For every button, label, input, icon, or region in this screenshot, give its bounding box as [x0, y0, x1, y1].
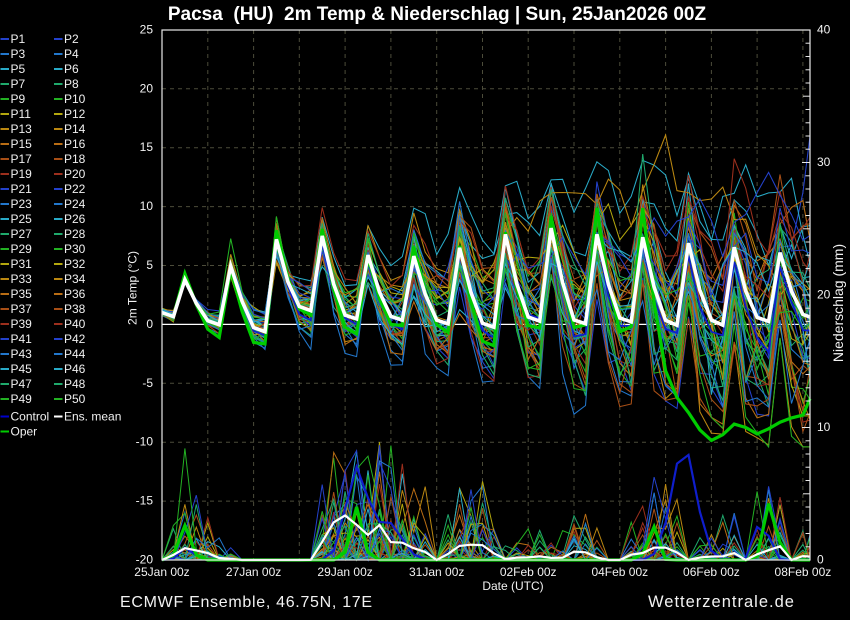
svg-text:P18: P18 — [64, 152, 86, 166]
svg-text:Ens. mean: Ens. mean — [64, 410, 121, 424]
svg-text:P3: P3 — [11, 47, 26, 61]
svg-text:P15: P15 — [11, 137, 33, 151]
svg-text:P19: P19 — [11, 167, 33, 181]
svg-text:P1: P1 — [11, 32, 26, 46]
svg-text:06Feb 00z: 06Feb 00z — [683, 565, 740, 579]
svg-text:0: 0 — [146, 317, 153, 331]
svg-text:P6: P6 — [64, 62, 79, 76]
svg-text:P48: P48 — [64, 377, 86, 391]
svg-text:P33: P33 — [11, 272, 33, 286]
svg-text:5: 5 — [146, 258, 153, 272]
svg-text:P35: P35 — [11, 287, 33, 301]
svg-text:P22: P22 — [64, 182, 86, 196]
svg-text:30: 30 — [817, 155, 831, 169]
svg-text:27Jan 00z: 27Jan 00z — [226, 565, 281, 579]
svg-text:P21: P21 — [11, 182, 33, 196]
svg-text:P24: P24 — [64, 197, 86, 211]
svg-text:0: 0 — [817, 553, 824, 567]
svg-text:20: 20 — [140, 81, 154, 95]
svg-text:P13: P13 — [11, 122, 33, 136]
svg-text:31Jan 00z: 31Jan 00z — [409, 565, 464, 579]
svg-text:20: 20 — [817, 288, 831, 302]
svg-text:P25: P25 — [11, 212, 33, 226]
svg-text:P23: P23 — [11, 197, 33, 211]
svg-text:15: 15 — [140, 140, 154, 154]
svg-text:P4: P4 — [64, 47, 79, 61]
svg-text:P14: P14 — [64, 122, 86, 136]
svg-text:P39: P39 — [11, 317, 33, 331]
svg-text:-20: -20 — [136, 553, 154, 567]
svg-text:P9: P9 — [11, 92, 26, 106]
svg-text:P11: P11 — [11, 107, 32, 121]
svg-text:P10: P10 — [64, 92, 86, 106]
svg-text:08Feb 00z: 08Feb 00z — [775, 565, 832, 579]
svg-text:P46: P46 — [64, 362, 86, 376]
svg-text:P29: P29 — [11, 242, 33, 256]
svg-text:P37: P37 — [11, 302, 33, 316]
svg-text:Pacsa (HU) 2m Temp & Nieders: Pacsa (HU) 2m Temp & Niederschlag | Sun,… — [168, 4, 707, 25]
svg-text:25: 25 — [140, 22, 154, 36]
svg-text:P20: P20 — [64, 167, 86, 181]
svg-text:-5: -5 — [142, 376, 153, 390]
svg-text:Wetterzentrale.de: Wetterzentrale.de — [648, 593, 795, 611]
svg-text:25Jan 00z: 25Jan 00z — [134, 565, 189, 579]
svg-text:P40: P40 — [64, 317, 86, 331]
svg-text:P43: P43 — [11, 347, 33, 361]
svg-text:P41: P41 — [11, 332, 33, 346]
svg-text:P44: P44 — [64, 347, 86, 361]
svg-text:40: 40 — [817, 23, 831, 37]
svg-text:P8: P8 — [64, 77, 79, 91]
svg-text:P12: P12 — [64, 107, 86, 121]
svg-text:10: 10 — [140, 199, 154, 213]
svg-text:P49: P49 — [11, 392, 33, 406]
svg-text:P28: P28 — [64, 227, 86, 241]
svg-text:-10: -10 — [136, 435, 154, 449]
svg-text:P42: P42 — [64, 332, 86, 346]
svg-text:29Jan 00z: 29Jan 00z — [317, 565, 372, 579]
svg-text:-15: -15 — [136, 494, 154, 508]
svg-text:ECMWF Ensemble, 46.75N, 17E: ECMWF Ensemble, 46.75N, 17E — [120, 594, 373, 611]
svg-text:P17: P17 — [11, 152, 33, 166]
svg-text:Control: Control — [11, 410, 50, 424]
svg-text:P7: P7 — [11, 77, 26, 91]
svg-text:P34: P34 — [64, 272, 86, 286]
svg-text:Date (UTC): Date (UTC) — [482, 579, 543, 593]
svg-text:2m Temp (°C): 2m Temp (°C) — [126, 251, 140, 325]
svg-text:04Feb 00z: 04Feb 00z — [591, 565, 648, 579]
svg-text:P26: P26 — [64, 212, 86, 226]
svg-text:Oper: Oper — [11, 425, 38, 439]
svg-text:P16: P16 — [64, 137, 86, 151]
svg-text:P47: P47 — [11, 377, 33, 391]
svg-text:P50: P50 — [64, 392, 86, 406]
svg-text:P2: P2 — [64, 32, 79, 46]
svg-text:02Feb 00z: 02Feb 00z — [500, 565, 557, 579]
svg-text:P38: P38 — [64, 302, 86, 316]
svg-text:10: 10 — [817, 420, 831, 434]
svg-text:P32: P32 — [64, 257, 86, 271]
svg-text:P31: P31 — [11, 257, 33, 271]
svg-text:Niederschlag (mm): Niederschlag (mm) — [830, 244, 846, 362]
svg-text:P36: P36 — [64, 287, 86, 301]
svg-text:P30: P30 — [64, 242, 86, 256]
svg-text:P5: P5 — [11, 62, 26, 76]
svg-text:P27: P27 — [11, 227, 33, 241]
svg-text:P45: P45 — [11, 362, 33, 376]
